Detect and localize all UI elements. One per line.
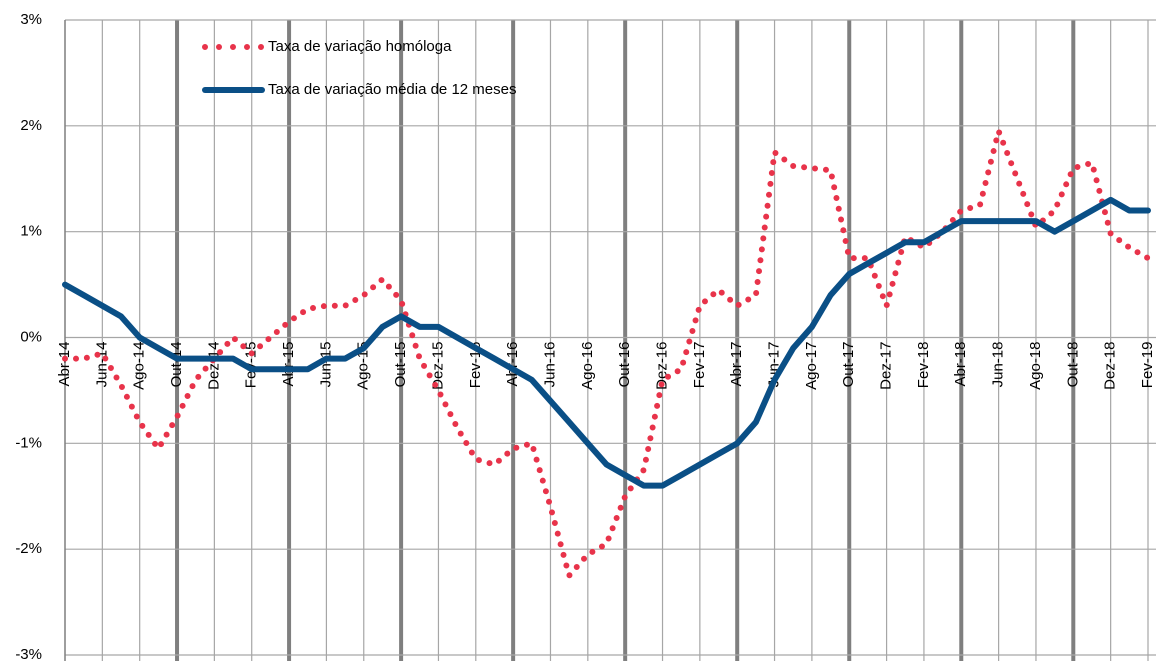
x-tick-label: Fev-17 bbox=[691, 342, 708, 389]
y-tick-label: -2% bbox=[15, 540, 42, 557]
x-tick-label: Ago-14 bbox=[131, 342, 148, 390]
x-tick-label: Dez-15 bbox=[429, 342, 446, 390]
x-tick-label: Ago-17 bbox=[803, 342, 820, 390]
x-tick-label: Jun-18 bbox=[990, 342, 1007, 388]
x-tick-label: Fev-15 bbox=[243, 342, 260, 389]
legend-label: Taxa de variação média de 12 meses bbox=[268, 81, 516, 98]
x-tick-label: Out-18 bbox=[1064, 342, 1081, 388]
x-tick-label: Ago-16 bbox=[579, 342, 596, 390]
x-tick-label: Out-14 bbox=[168, 342, 185, 388]
x-tick-label: Fev-18 bbox=[915, 342, 932, 389]
x-tick-label: Dez-14 bbox=[205, 342, 222, 390]
y-tick-label: 1% bbox=[20, 223, 42, 240]
x-tick-label: Out-16 bbox=[616, 342, 633, 388]
x-tick-label: Abr-14 bbox=[56, 342, 73, 387]
x-tick-label: Jun-16 bbox=[541, 342, 558, 388]
x-tick-label: Jun-15 bbox=[317, 342, 334, 388]
y-tick-label: 3% bbox=[20, 11, 42, 28]
x-tick-label: Ago-18 bbox=[1027, 342, 1044, 390]
x-tick-label: Dez-18 bbox=[1102, 342, 1119, 390]
y-tick-label: -3% bbox=[15, 646, 42, 661]
series-line bbox=[62, 196, 1151, 489]
x-tick-label: Abr-17 bbox=[728, 342, 745, 387]
x-tick-label: Out-17 bbox=[840, 342, 857, 388]
x-tick-label: Abr-18 bbox=[952, 342, 969, 387]
x-tick-label: Dez-17 bbox=[878, 342, 895, 390]
y-tick-label: -1% bbox=[15, 434, 42, 451]
series-line bbox=[62, 128, 1151, 579]
x-tick-label: Fev-19 bbox=[1139, 342, 1156, 389]
x-tick-label: Abr-15 bbox=[280, 342, 297, 387]
x-tick-label: Jun-14 bbox=[93, 342, 110, 388]
x-tick-label: Abr-16 bbox=[504, 342, 521, 387]
x-tick-label: Out-15 bbox=[392, 342, 409, 388]
y-tick-label: 0% bbox=[20, 328, 42, 345]
y-tick-label: 2% bbox=[20, 117, 42, 134]
legend-label: Taxa de variação homóloga bbox=[268, 38, 452, 55]
